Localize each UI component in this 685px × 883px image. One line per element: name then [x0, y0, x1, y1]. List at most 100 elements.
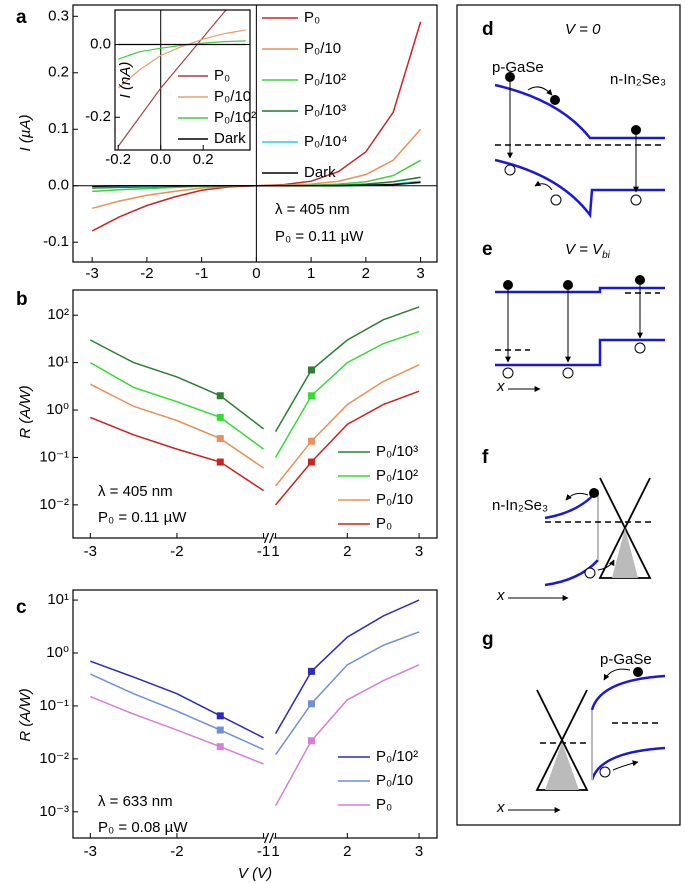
y-tick-label: 10⁻²	[39, 750, 69, 767]
electron	[633, 667, 643, 677]
data-line	[275, 364, 420, 487]
data-marker	[216, 413, 224, 421]
legend-label: P₀/10	[214, 88, 251, 105]
conduction-band	[495, 286, 665, 294]
axes-frame	[72, 589, 438, 839]
x-tick-label: -1	[257, 543, 270, 560]
arrow	[534, 180, 553, 191]
x-tick-label: -3	[85, 265, 98, 282]
hole	[504, 164, 516, 176]
data-line	[274, 664, 420, 807]
hole	[634, 342, 646, 354]
material-label: n-In₂Se₃	[492, 497, 548, 514]
arrow	[527, 86, 553, 96]
data-line	[274, 330, 420, 458]
material-label: p-GaSe	[492, 59, 544, 76]
y-tick-label: 10⁰	[46, 401, 69, 418]
data-line	[117, 10, 228, 147]
axis-label: x	[496, 799, 505, 816]
legend-label: Dark	[214, 130, 246, 147]
legend-label: P₀/10	[376, 491, 413, 508]
plot-area	[89, 599, 420, 807]
annotation: λ = 405 nm	[98, 483, 173, 500]
hole	[630, 194, 642, 206]
annotation: P₀ = 0.11 µW	[98, 509, 187, 526]
x-tick-label: 0.2	[193, 151, 214, 168]
valence-band	[495, 338, 665, 367]
axes-frame	[72, 4, 438, 263]
data-marker	[307, 737, 315, 745]
legend-label: P₀	[376, 796, 392, 813]
y-tick-label: 0.1	[48, 120, 69, 137]
x-tick-label: -2	[170, 843, 183, 860]
axes-frame	[72, 289, 438, 539]
data-line	[118, 40, 246, 60]
data-marker	[216, 743, 224, 751]
legend-label: P₀	[304, 9, 320, 26]
data-marker	[307, 700, 315, 708]
y-tick-label: 10⁻³	[39, 803, 69, 820]
electron	[631, 125, 641, 135]
x-tick-label: -2	[170, 543, 183, 560]
chart: -0.2 0.0 0.2 0.0 -0.2 P₀ P₀/10 P₀/10² Dark I (nA)	[85, 9, 256, 168]
data-marker	[307, 392, 315, 400]
diagram-title: V = Vbi	[565, 241, 611, 261]
legend-label: P₀/10	[376, 772, 413, 789]
legend-label: P₀/10²	[376, 748, 418, 765]
diagram-panel: d V = 0 p-GaSe n-In₂Se₃ e V = Vbi x	[456, 4, 681, 826]
data-line	[274, 306, 420, 432]
y-tick-label: 0.3	[48, 7, 69, 24]
y-tick-label: 10¹	[47, 591, 69, 608]
annotation: λ = 633 nm	[98, 793, 173, 810]
x-tick-label: -1	[195, 265, 208, 282]
y-tick-label: 10⁰	[46, 644, 69, 661]
x-tick-label: 1	[307, 265, 315, 282]
arrow	[597, 559, 615, 571]
panel-label: e	[482, 239, 493, 260]
axis-break-gap	[265, 532, 274, 544]
y-tick-label: 0.0	[90, 36, 111, 53]
data-line	[275, 390, 420, 506]
title-main: V = V	[565, 241, 604, 258]
data-marker	[307, 667, 315, 675]
plot-area	[89, 306, 420, 506]
annotation: P₀ = 0.11 µW	[275, 228, 364, 245]
y-tick-label: 0.0	[48, 177, 69, 194]
panel-label: g	[482, 629, 494, 650]
x-tick-label: -3	[84, 543, 97, 560]
hole	[584, 567, 596, 579]
x-tick-label: -3	[84, 843, 97, 860]
chart: -3 -2 -1 0 1 2 3 -0.1 0.0 0.1 0.2 0.3 P₀ P₀/10 P₀/10² P…	[16, 4, 438, 282]
axis-break	[264, 832, 270, 844]
material-label: p-GaSe	[600, 651, 652, 668]
data-marker	[216, 435, 224, 443]
y-tick-label: 0.2	[48, 64, 69, 81]
material-label: n-In₂Se₃	[610, 71, 666, 88]
y-tick-label: 10²	[47, 306, 69, 323]
legend-label: P₀/10³	[304, 102, 346, 119]
x-tick-label: 2	[343, 843, 351, 860]
data-marker	[307, 437, 315, 445]
filled-states	[545, 742, 579, 790]
valence-band	[494, 158, 665, 219]
conduction-band	[590, 746, 666, 781]
panel-label: c	[16, 597, 27, 618]
axis-label: x	[496, 378, 505, 395]
legend-label: P₀/10²	[214, 109, 256, 126]
data-marker	[216, 458, 224, 466]
x-tick-label: -2	[140, 265, 153, 282]
plot-area	[91, 21, 422, 232]
hole	[550, 194, 562, 206]
electron	[503, 280, 513, 290]
hole	[502, 367, 514, 379]
diagram-title: V = 0	[565, 21, 601, 38]
y-tick-label: -0.1	[43, 233, 69, 250]
arrow	[603, 668, 631, 681]
y-axis-label: R (A/W)	[17, 385, 34, 438]
data-marker	[216, 392, 224, 400]
annotation: λ = 405 nm	[275, 201, 350, 218]
valence-band	[590, 674, 666, 711]
y-tick-label: 10⁻¹	[39, 697, 69, 714]
y-axis-label: R (A/W)	[17, 688, 34, 741]
